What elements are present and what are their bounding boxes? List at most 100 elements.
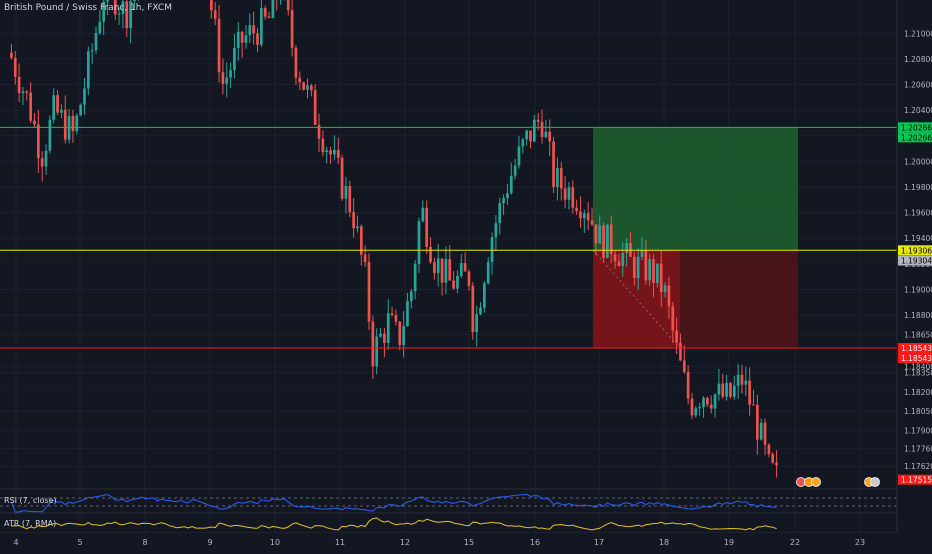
- x-tick-label: 8: [142, 538, 147, 547]
- candle-body: [664, 285, 667, 292]
- candle-body: [237, 32, 240, 48]
- candle-body: [706, 398, 709, 405]
- candle-body: [648, 259, 651, 280]
- price-axis[interactable]: 1.210001.208001.206001.204001.202001.200…: [897, 0, 932, 550]
- x-tick-label: 12: [400, 538, 410, 547]
- position-zones: [593, 127, 798, 348]
- candle-body: [498, 203, 501, 223]
- candle-body: [729, 383, 732, 397]
- x-tick-label: 10: [270, 538, 280, 547]
- candle-body: [625, 243, 628, 253]
- candle-body: [479, 308, 482, 314]
- candle-body: [595, 224, 598, 243]
- candle-body: [445, 259, 448, 283]
- candle-body: [291, 10, 294, 48]
- candle-body: [364, 255, 367, 262]
- stop-zone: [680, 250, 798, 348]
- candle-body: [552, 141, 555, 187]
- candle-body: [495, 223, 498, 237]
- candle-body: [687, 372, 690, 399]
- y-tick-label: 1.17760: [904, 444, 932, 453]
- candle-body: [537, 120, 540, 122]
- candle-body: [245, 35, 248, 43]
- candle-body: [99, 22, 102, 33]
- candle-body: [295, 48, 298, 78]
- y-tick-label: 1.17900: [904, 426, 932, 435]
- candle-body: [668, 285, 671, 306]
- candle-body: [45, 151, 48, 167]
- candle-body: [395, 315, 398, 322]
- candle-body: [752, 405, 755, 406]
- candle-body: [560, 168, 563, 188]
- candle-body: [656, 264, 659, 283]
- candle-body: [564, 188, 567, 199]
- candle-body: [487, 262, 490, 283]
- candle-body: [718, 384, 721, 395]
- candle-body: [368, 262, 371, 322]
- x-tick-label: 23: [855, 538, 865, 547]
- candle-body: [529, 131, 532, 142]
- candle-body: [521, 139, 524, 146]
- candle-body: [571, 187, 574, 207]
- candle-body: [106, 0, 109, 2]
- candle-body: [260, 8, 263, 45]
- candle-body: [398, 322, 401, 345]
- candle-body: [545, 132, 548, 137]
- candle-body: [452, 280, 455, 288]
- candle-body: [306, 85, 309, 89]
- candle-body: [22, 91, 25, 93]
- price-label: 1.17515: [901, 476, 932, 485]
- candle-body: [383, 334, 386, 343]
- candle-body: [575, 208, 578, 212]
- y-tick-label: 1.17620: [904, 462, 932, 471]
- candle-body: [502, 198, 505, 203]
- candle-body: [352, 212, 355, 228]
- candle-body: [375, 337, 378, 367]
- y-tick-label: 1.20800: [904, 55, 932, 64]
- candle-body: [14, 58, 17, 77]
- candle-body: [356, 226, 359, 228]
- candle-body: [406, 301, 409, 326]
- x-tick-label: 16: [530, 538, 540, 547]
- candle-body: [491, 237, 494, 262]
- candle-body: [748, 381, 751, 405]
- y-tick-label: 1.19600: [904, 209, 932, 218]
- x-tick-label: 17: [594, 538, 604, 547]
- candle-body: [314, 90, 317, 125]
- candle-body: [683, 360, 686, 372]
- candle-body: [698, 407, 701, 408]
- candle-body: [725, 383, 728, 397]
- candle-body: [329, 150, 332, 154]
- candle-body: [56, 95, 59, 113]
- y-tick-label: 1.20600: [904, 81, 932, 90]
- candle-body: [79, 105, 82, 116]
- candle-body: [425, 208, 428, 247]
- candle-body: [391, 313, 394, 315]
- x-tick-label: 9: [207, 538, 212, 547]
- rsi-label: RSI (7, close): [4, 496, 57, 505]
- candle-body: [633, 257, 636, 278]
- candle-body: [675, 330, 678, 342]
- candle-body: [768, 445, 771, 454]
- candle-body: [583, 213, 586, 218]
- candle-body: [41, 158, 44, 166]
- x-tick-label: 4: [13, 538, 18, 547]
- candle-body: [460, 263, 463, 276]
- candle-body: [602, 225, 605, 257]
- candle-body: [414, 264, 417, 291]
- candle-body: [10, 53, 13, 58]
- candle-body: [441, 258, 444, 282]
- candle-body: [402, 326, 405, 345]
- candle-body: [372, 322, 375, 367]
- candle-body: [483, 283, 486, 307]
- candle-body: [83, 88, 86, 104]
- candle-body: [272, 0, 275, 18]
- event-flag-icon: [871, 478, 880, 487]
- candle-body: [33, 121, 36, 125]
- y-tick-label: 1.19400: [904, 234, 932, 243]
- candle-body: [533, 120, 536, 142]
- candle-body: [72, 116, 75, 131]
- y-tick-label: 1.18200: [904, 388, 932, 397]
